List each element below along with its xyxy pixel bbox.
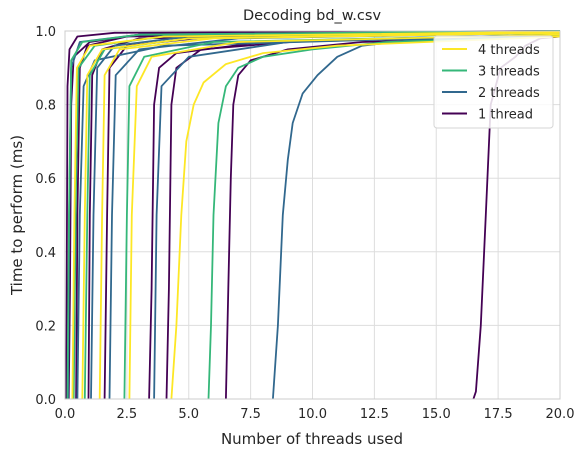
x-tick-label-3: 7.5	[240, 407, 261, 422]
series-lines	[65, 30, 561, 400]
legend-box	[433, 35, 554, 129]
x-tick-label-0: 0.0	[55, 407, 76, 422]
x-tick-label-7: 17.5	[484, 407, 513, 422]
x-tick-label-2: 5.0	[178, 407, 199, 422]
y-tick-label-2: 0.4	[35, 246, 56, 261]
x-tick-label-4: 10.0	[298, 407, 327, 422]
series-line-24	[170, 35, 561, 400]
series-line-23	[128, 33, 561, 400]
legend-label-3: 1 thread	[478, 108, 533, 123]
legend-label-2: 2 threads	[478, 86, 540, 101]
series-line-15	[66, 30, 561, 400]
legend: 4 threads 3 threads 2 threads 1 thread	[433, 35, 554, 129]
series-line-13	[153, 33, 561, 400]
series-line-22	[98, 31, 561, 400]
legend-label-0: 4 threads	[478, 43, 540, 58]
y-tick-label-1: 0.2	[35, 319, 56, 334]
y-tick-label-4: 0.8	[35, 99, 56, 114]
x-tick-label-1: 2.5	[117, 407, 138, 422]
series-line-7	[225, 35, 561, 400]
x-tick-label-8: 20.0	[546, 407, 575, 422]
chart-title: Decoding bd_w.csv	[243, 8, 381, 24]
y-tick-label-0: 0.0	[35, 393, 56, 408]
y-axis-label: Time to perform (ms)	[8, 135, 26, 296]
legend-label-1: 3 threads	[478, 65, 540, 80]
tick-labels: 0.0 2.5 5.0 7.5 10.0 12.5 15.0 17.5 20.0 0.0 0.2 0.…	[35, 25, 574, 422]
series-line-20	[71, 30, 561, 400]
x-axis-label: Number of threads used	[221, 430, 403, 448]
y-tick-label-5: 1.0	[35, 25, 56, 40]
x-tick-label-6: 15.0	[422, 407, 451, 422]
series-line-0	[65, 30, 561, 400]
y-tick-label-3: 0.6	[35, 172, 56, 187]
x-tick-label-5: 12.5	[360, 407, 389, 422]
plot-frame	[64, 30, 561, 400]
